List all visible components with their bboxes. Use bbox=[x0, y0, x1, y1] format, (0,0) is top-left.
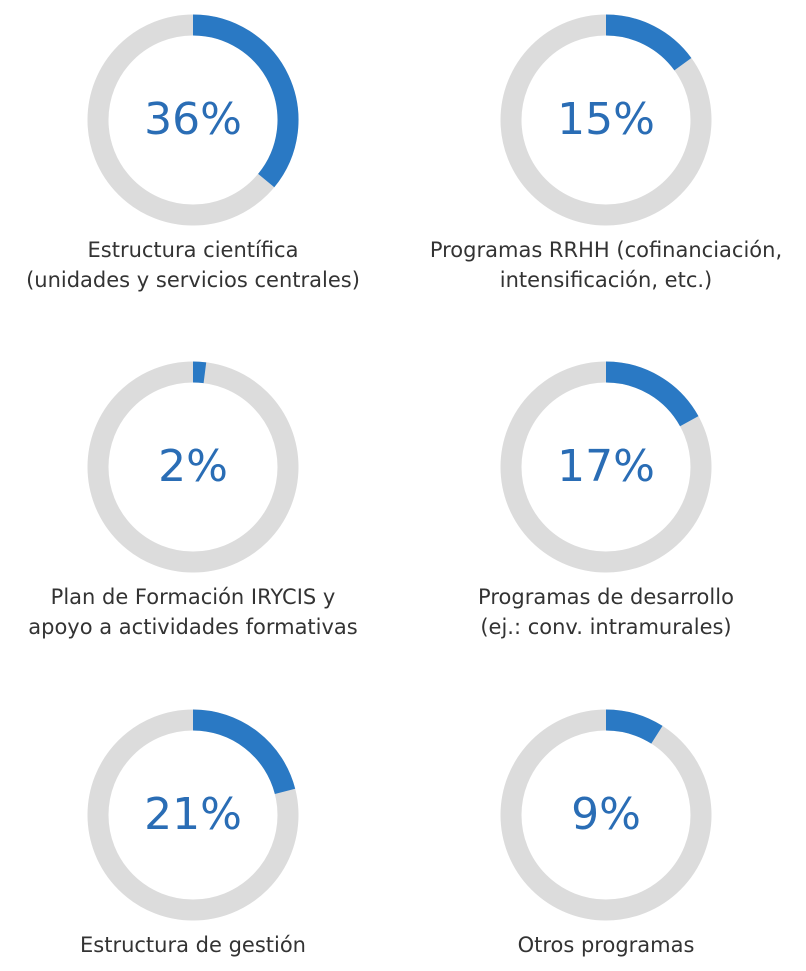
donut-label: intensificación, etc.) bbox=[500, 268, 712, 292]
donut-label: Programas RRHH (cofinanciación, bbox=[430, 238, 782, 262]
donut-segment bbox=[192, 14, 299, 188]
donut-label: (ej.: conv. intramurales) bbox=[480, 615, 731, 639]
value-label: 17% bbox=[557, 441, 655, 492]
value-label: 9% bbox=[571, 789, 641, 840]
value-label: 15% bbox=[557, 94, 655, 145]
donut-label: Estructura científica bbox=[88, 238, 299, 262]
donut-label: Otros programas bbox=[518, 933, 695, 957]
donut-segment bbox=[605, 14, 692, 71]
donut-label: apoyo a actividades formativas bbox=[28, 615, 358, 639]
donut-label: (unidades y servicios centrales) bbox=[26, 268, 360, 292]
donut-label: Programas de desarrollo bbox=[478, 585, 734, 609]
donut-segment bbox=[605, 709, 663, 744]
donut-label: Estructura de gestión bbox=[80, 933, 306, 957]
donut-segment bbox=[192, 361, 207, 384]
donut-label: Plan de Formación IRYCIS y bbox=[51, 585, 336, 609]
value-label: 36% bbox=[144, 94, 242, 145]
donut-segment bbox=[192, 709, 296, 795]
value-label: 21% bbox=[144, 789, 242, 840]
value-label: 2% bbox=[158, 441, 228, 492]
donut-segment bbox=[605, 361, 699, 427]
